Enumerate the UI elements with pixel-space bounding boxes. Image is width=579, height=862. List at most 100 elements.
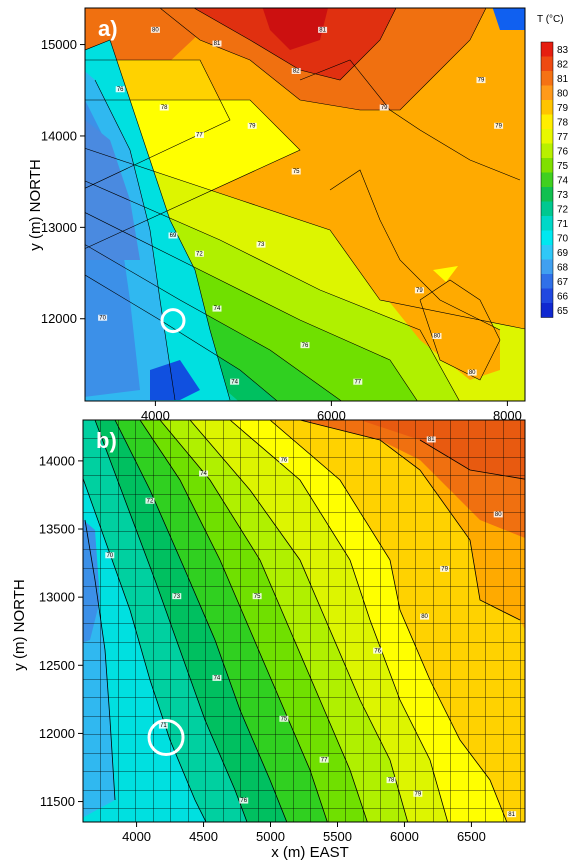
panel-b-contour-label-bg xyxy=(252,593,262,600)
legend-swatch xyxy=(541,114,553,129)
legend-level-label: 73 xyxy=(557,190,569,201)
panel-b-y-tick-label: 12000 xyxy=(39,726,75,741)
panel-a-contour-label: 74 xyxy=(214,306,221,312)
panel-b-contour-label: 74 xyxy=(214,676,221,682)
legend-level-label: 83 xyxy=(557,45,569,56)
legend-level-label: 76 xyxy=(557,146,569,157)
panel-b-contour-label-bg xyxy=(426,436,436,443)
panel-b-y-axis-title: y (m) NORTH xyxy=(11,579,28,670)
panel-b-contour-label-bg xyxy=(199,470,209,477)
panel-b-contour-label: 76 xyxy=(281,457,288,463)
panel-a-contour-label: 76 xyxy=(302,343,309,349)
panel-a-x-tick-label: 6000 xyxy=(317,408,346,423)
panel-b-contour-label-bg xyxy=(172,593,182,600)
panel-b-contour-label-bg xyxy=(373,647,383,654)
panel-a-plot-frame xyxy=(84,7,526,402)
panel-b-contour-label: 71 xyxy=(160,723,167,729)
panel-b-y-tick-label: 13000 xyxy=(39,590,75,605)
panel-b-x-tick-label: 5000 xyxy=(256,829,285,844)
panel-a-contour-label-bg xyxy=(247,122,257,129)
panel-b-contour-label: 79 xyxy=(415,791,422,797)
panel-a-contour-label: 82 xyxy=(293,69,300,75)
panel-b-contour-label: 76 xyxy=(240,798,247,804)
legend-swatch xyxy=(541,288,553,303)
panel-a-y-tick-label: 15000 xyxy=(41,37,77,52)
legend-swatch xyxy=(541,172,553,187)
legend-swatch xyxy=(541,245,553,260)
panel-a-contour-label-bg xyxy=(379,104,389,111)
panel-a-contour-label-bg xyxy=(291,168,301,175)
panel-b-contour-label-bg xyxy=(386,777,396,784)
legend-level-label: 67 xyxy=(557,277,569,288)
panel-a-x-tick-label: 4000 xyxy=(141,408,170,423)
panel-b-y-tick-label: 13500 xyxy=(39,522,75,537)
panel-b-y-axis: 11500 12000 12500 13000 13500 14000 xyxy=(39,453,83,809)
panel-b: b) 4000 4500 5000 5500 6000 6500 11500 12000 12… xyxy=(11,419,526,861)
panel-a-contour-label: 79 xyxy=(495,123,502,129)
legend-title: T (°C) xyxy=(537,14,564,25)
panel-b-y-tick-label: 14000 xyxy=(39,453,75,468)
panel-b-y-tick-label: 12500 xyxy=(39,658,75,673)
panel-a-contour-label-bg xyxy=(256,241,266,248)
panel-a-contour-label-bg xyxy=(168,232,178,239)
panel-b-contour-label: 75 xyxy=(281,716,288,722)
panel-b-contour-label-bg xyxy=(145,497,155,504)
panel-b-contour-label: 74 xyxy=(200,471,207,477)
panel-a-contour-label-bg xyxy=(414,287,424,294)
legend-level-label: 80 xyxy=(557,88,569,99)
panel-a-x-tick-label: 8000 xyxy=(493,408,522,423)
panel-a-contour-label: 75 xyxy=(293,169,300,175)
panel-a-contour-label-bg xyxy=(467,369,477,376)
panel-b-contour-label: 80 xyxy=(421,614,428,620)
panel-a-y-axis-title: y (m) NORTH xyxy=(27,159,44,250)
panel-b-y-tick-label: 11500 xyxy=(40,794,75,809)
legend-swatch xyxy=(541,42,553,57)
panel-b-x-tick-label: 5500 xyxy=(323,829,352,844)
panel-a-contour-label-bg xyxy=(476,77,486,84)
panel-b-contour-label-bg xyxy=(440,565,450,572)
legend-frame xyxy=(540,41,554,318)
panel-a-contour-label-bg xyxy=(353,378,363,385)
panel-a-contour-label: 73 xyxy=(258,242,265,248)
panel-a-x-axis: 4000 6000 8000 xyxy=(141,401,522,423)
panel-a-contour-label-bg xyxy=(318,26,328,33)
panel-b-contour-label-group: 81 80 76 74 72 70 73 75 76 79 80 74 75 71 77 78 79 76 81 xyxy=(105,436,517,818)
legend-level-label: 69 xyxy=(557,248,569,259)
panel-a-contour-label-bg xyxy=(194,250,204,257)
panel-a-y-axis: 12000 13000 14000 15000 xyxy=(41,37,85,326)
panel-a-label: a) xyxy=(98,16,118,41)
panel-b-contour-label-bg xyxy=(507,811,517,818)
legend-level-label: 81 xyxy=(557,74,569,85)
legend-swatch xyxy=(541,259,553,274)
legend-swatch xyxy=(541,129,553,144)
legend-level-label: 70 xyxy=(557,233,569,244)
panel-b-contour-label: 80 xyxy=(495,512,502,518)
legend-swatch xyxy=(541,201,553,216)
panel-a-contour-label-bg xyxy=(291,67,301,74)
legend-swatch xyxy=(541,158,553,173)
panel-a-contour-label: 79 xyxy=(416,288,423,294)
panel-b-contour-label-bg xyxy=(279,715,289,722)
panel-a-contour-label-group: 80 81 82 81 76 78 77 79 75 79 79 79 69 72 74 73 70 76 79 80… xyxy=(98,26,504,385)
legend-swatches: 83 82 81 80 79 78 77 76 75 74 73 72 71 70 69 68 67 66 65 xyxy=(540,41,569,318)
legend-swatch xyxy=(541,303,553,318)
legend-level-label: 66 xyxy=(557,291,569,302)
panel-a-contour-label-bg xyxy=(194,131,204,138)
legend-swatch xyxy=(541,143,553,158)
panel-a-contour-label: 70 xyxy=(99,315,106,321)
panel-a-contour-label: 79 xyxy=(249,123,256,129)
legend-swatch xyxy=(541,274,553,289)
panel-b-contour-label: 75 xyxy=(254,594,261,600)
panel-a-contour-field xyxy=(85,8,525,401)
panel-b-contour-label-bg xyxy=(158,722,168,729)
panel-a-contour-label-bg xyxy=(212,305,222,312)
panel-b-contour-label: 78 xyxy=(388,778,395,784)
panel-a-contour-label-bg xyxy=(212,40,222,47)
legend-level-label: 78 xyxy=(557,117,569,128)
panel-b-location-marker xyxy=(147,719,185,757)
legend-swatch xyxy=(541,100,553,115)
panel-a-location-marker xyxy=(160,308,186,334)
legend-swatch xyxy=(541,187,553,202)
